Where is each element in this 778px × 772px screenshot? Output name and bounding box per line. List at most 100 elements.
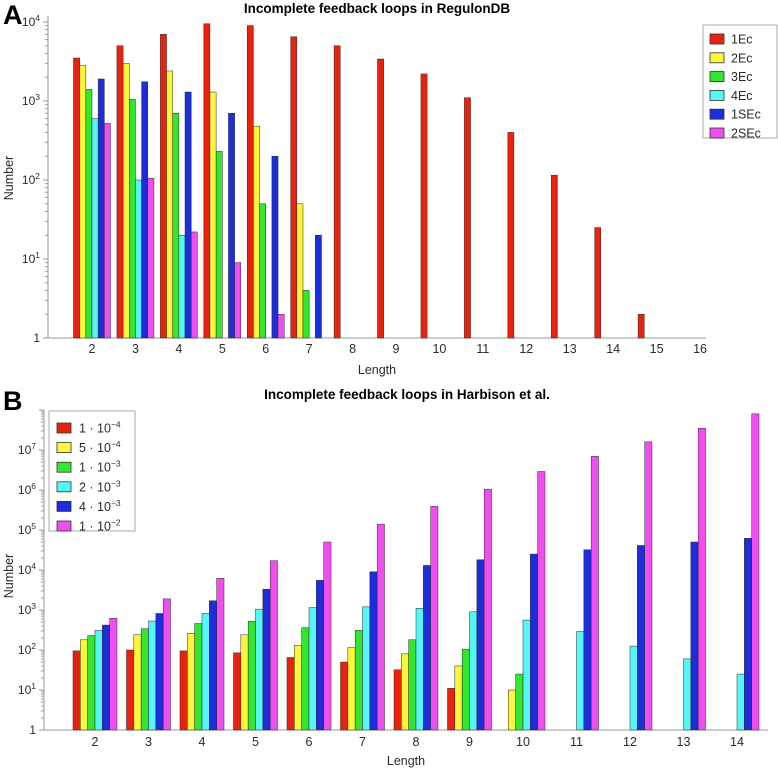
bar-1e-3-len8 xyxy=(408,639,417,731)
bar-5e-4-len7 xyxy=(347,647,356,731)
bar-1Ec-len8 xyxy=(333,45,341,339)
bar-1SEc-len3 xyxy=(141,81,149,339)
bar-2e-3-len9 xyxy=(469,611,478,731)
y-tick-label: 104 xyxy=(22,13,40,29)
bar-1e-3-len6 xyxy=(301,627,310,731)
bar-5e-4-len9 xyxy=(454,665,463,731)
y-tick-label: 1 xyxy=(33,331,40,345)
legend-swatch xyxy=(709,33,725,45)
bar-2e-3-len3 xyxy=(148,620,157,731)
legend-item: 1 · 10−2 xyxy=(56,518,121,534)
legend-swatch xyxy=(709,90,725,101)
bar-1Ec-len5 xyxy=(203,23,211,339)
legend-swatch xyxy=(709,127,725,139)
bar-2e-3-len10 xyxy=(522,619,531,731)
bar-4e-3-len10 xyxy=(530,553,538,731)
bar-1e-2-len3 xyxy=(162,598,171,731)
bar-1e-4-len7 xyxy=(340,661,349,731)
bar-3Ec-len3 xyxy=(129,99,136,339)
bar-4e-3-len11 xyxy=(583,549,592,731)
x-tick-label: 3 xyxy=(145,735,152,749)
legend: 1 · 10−4 5 · 10−4 1 · 10−3 2 · 10−3 4 · 10−3… xyxy=(48,410,136,534)
x-tick-label: 13 xyxy=(677,735,691,749)
bar-2e-3-len13 xyxy=(683,658,692,731)
bar-3Ec-len7 xyxy=(302,290,310,339)
x-tick-label: 2 xyxy=(92,735,99,749)
legend-swatch xyxy=(709,71,725,82)
bar-1SEc-len2 xyxy=(97,78,105,339)
bar-5e-4-len2 xyxy=(80,639,88,731)
bar-1e-2-len8 xyxy=(430,506,439,731)
bar-1e-4-len4 xyxy=(179,650,188,731)
bar-1Ec-len4 xyxy=(160,33,167,339)
x-tick-label: 8 xyxy=(413,735,420,749)
y-tick-label: 104 xyxy=(18,561,36,577)
x-tick-label: 10 xyxy=(516,735,530,749)
bar-4e-3-len8 xyxy=(423,565,431,731)
bar-1e-3-len10 xyxy=(515,673,524,731)
legend-item: 2SEc xyxy=(709,127,761,141)
bar-3Ec-len4 xyxy=(172,112,180,339)
bar-1Ec-len6 xyxy=(246,25,254,339)
y-tick-label: 102 xyxy=(22,171,40,187)
x-tick-label: 6 xyxy=(262,342,269,356)
bar-1SEc-len4 xyxy=(184,91,192,339)
legend-item: 4 · 10−3 xyxy=(56,498,121,514)
bar-1e-3-len7 xyxy=(354,630,363,731)
bar-2Ec-len7 xyxy=(296,203,304,339)
bar-1Ec-len7 xyxy=(290,36,298,339)
legend-item: 1SEc xyxy=(709,108,761,122)
bar-2SEc-len2 xyxy=(104,123,111,339)
legend-label: 5 · 10−4 xyxy=(79,439,121,455)
bar-1SEc-len6 xyxy=(271,155,279,339)
legend-label: 2 · 10−3 xyxy=(79,478,121,494)
bar-2e-3-len7 xyxy=(362,606,371,731)
x-tick-label: 6 xyxy=(306,735,313,749)
bar-4e-3-len7 xyxy=(369,571,378,731)
bar-3Ec-len6 xyxy=(259,203,266,339)
legend: 1Ec 2Ec 3Ec 4Ec 1SEc 2SEc xyxy=(702,24,778,141)
legend-label: 1 · 10−3 xyxy=(79,459,121,475)
x-tick-label: 4 xyxy=(175,342,182,356)
bar-4e-3-len3 xyxy=(155,613,164,731)
bar-1e-2-len6 xyxy=(323,541,332,731)
y-tick-label: 105 xyxy=(18,521,36,537)
legend-item: 1 · 10−3 xyxy=(56,459,121,475)
bar-1e-2-len2 xyxy=(109,618,118,731)
x-tick-label: 14 xyxy=(730,735,744,749)
bar-2e-3-len5 xyxy=(255,608,264,731)
x-tick-label: 2 xyxy=(89,342,96,356)
bar-2e-3-len11 xyxy=(576,631,585,731)
x-tick-label: 11 xyxy=(476,342,489,356)
bar-1e-3-len2 xyxy=(87,635,96,731)
bar-1e-4-len5 xyxy=(233,652,242,731)
legend-swatch xyxy=(56,481,72,493)
bar-2SEc-len3 xyxy=(147,178,155,339)
bar-1Ec-len13 xyxy=(550,174,558,339)
bar-1SEc-len5 xyxy=(228,112,235,339)
bar-2e-3-len2 xyxy=(94,630,103,731)
x-tick-label: 12 xyxy=(519,342,533,356)
bar-1Ec-len12 xyxy=(507,132,515,339)
bar-1e-4-len6 xyxy=(286,657,295,731)
legend-label: 3Ec xyxy=(731,70,753,84)
bar-5e-4-len5 xyxy=(240,634,249,731)
bar-1Ec-len2 xyxy=(73,57,80,339)
legend-label: 4 · 10−3 xyxy=(79,498,121,514)
x-tick-label: 9 xyxy=(466,735,473,749)
legend-item: 1Ec xyxy=(709,33,753,47)
x-axis-label: Length xyxy=(387,754,425,768)
bar-2SEc-len5 xyxy=(234,262,242,339)
bar-1e-2-len4 xyxy=(216,578,225,731)
bar-1Ec-len9 xyxy=(377,58,384,339)
bar-2e-3-len4 xyxy=(201,613,210,731)
bar-3Ec-len2 xyxy=(85,89,93,339)
bar-4e-3-len14 xyxy=(744,538,752,731)
legend-item: 3Ec xyxy=(709,70,753,84)
y-tick-label: 1 xyxy=(29,723,36,737)
bar-1e-4-len2 xyxy=(72,650,81,731)
x-tick-label: 11 xyxy=(570,735,583,749)
bar-1Ec-len3 xyxy=(116,45,124,339)
x-tick-label: 5 xyxy=(219,342,226,356)
x-tick-label: 9 xyxy=(393,342,400,356)
